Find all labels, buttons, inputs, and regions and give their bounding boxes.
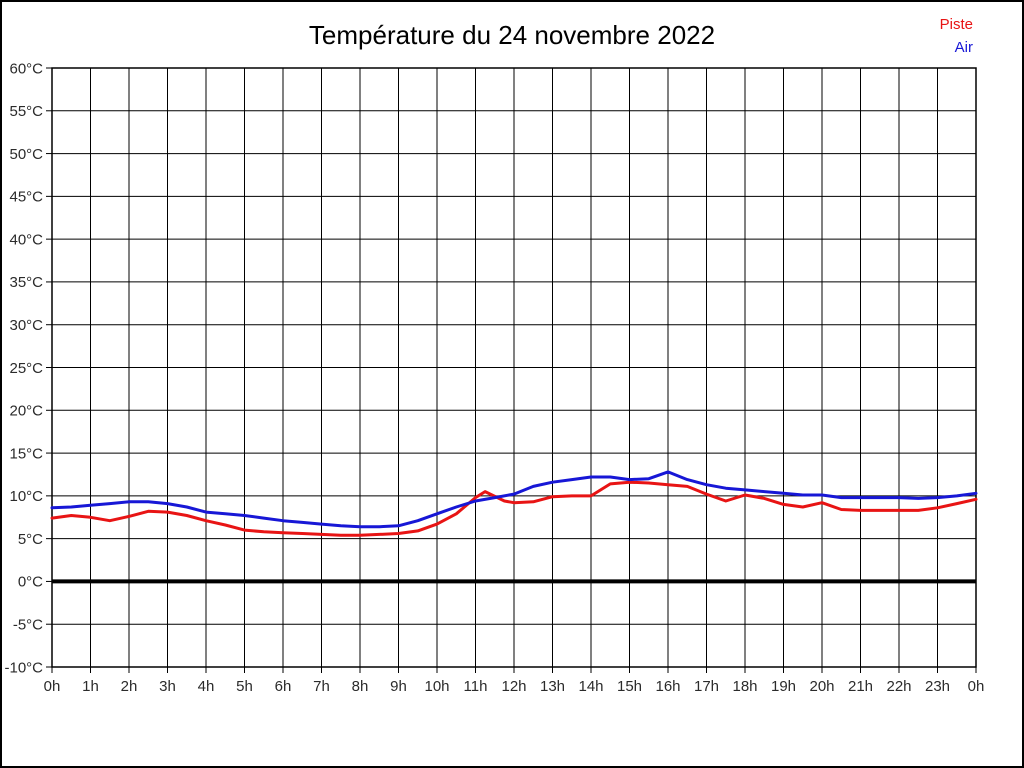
- x-tick-label: 15h: [617, 678, 642, 695]
- x-tick-label: 5h: [236, 678, 253, 695]
- legend: Piste Air: [940, 13, 973, 59]
- legend-item-air: Air: [954, 39, 973, 56]
- x-tick-label: 20h: [809, 678, 834, 695]
- x-tick-label: 6h: [275, 678, 292, 695]
- x-tick-label: 1h: [82, 678, 99, 695]
- y-tick-label: 30°C: [9, 317, 43, 334]
- x-tick-label: 9h: [390, 678, 407, 695]
- y-tick-label: 5°C: [18, 531, 43, 548]
- x-tick-label: 4h: [198, 678, 215, 695]
- x-tick-label: 22h: [886, 678, 911, 695]
- x-tick-label: 8h: [352, 678, 369, 695]
- x-tick-label: 14h: [578, 678, 603, 695]
- y-tick-label: -10°C: [4, 659, 43, 676]
- y-tick-label: 55°C: [9, 103, 43, 120]
- x-tick-label: 12h: [501, 678, 526, 695]
- x-tick-label: 3h: [159, 678, 176, 695]
- x-tick-label: 23h: [925, 678, 950, 695]
- x-tick-label: 11h: [464, 678, 488, 695]
- legend-item-piste: Piste: [939, 16, 973, 33]
- x-tick-label: 16h: [655, 678, 680, 695]
- x-tick-label: 7h: [313, 678, 330, 695]
- y-tick-label: -5°C: [13, 616, 43, 633]
- chart-frame: [51, 67, 977, 668]
- y-tick-label: 50°C: [9, 146, 43, 163]
- y-tick-label: 60°C: [9, 60, 43, 77]
- x-tick-label: 10h: [424, 678, 449, 695]
- y-tick-label: 45°C: [9, 189, 43, 206]
- series-line-piste: [50, 480, 978, 537]
- y-tick-label: 0°C: [18, 574, 43, 591]
- x-tick-label: 18h: [732, 678, 757, 695]
- x-tick-label: 21h: [848, 678, 873, 695]
- y-tick-label: 25°C: [9, 360, 43, 377]
- x-tick-label: 2h: [121, 678, 138, 695]
- x-tick-label: 0h: [968, 678, 985, 695]
- x-tick-label: 13h: [540, 678, 565, 695]
- y-tick-label: 15°C: [9, 445, 43, 462]
- x-tick-label: 17h: [694, 678, 719, 695]
- series-line-air: [50, 470, 978, 529]
- y-tick-label: 20°C: [9, 403, 43, 420]
- x-tick-label: 19h: [771, 678, 796, 695]
- y-tick-label: 40°C: [9, 231, 43, 248]
- x-tick-label: 0h: [44, 678, 61, 695]
- y-tick-label: 35°C: [9, 274, 43, 291]
- y-tick-label: 10°C: [9, 488, 43, 505]
- chart-title: Température du 24 novembre 2022: [308, 20, 716, 50]
